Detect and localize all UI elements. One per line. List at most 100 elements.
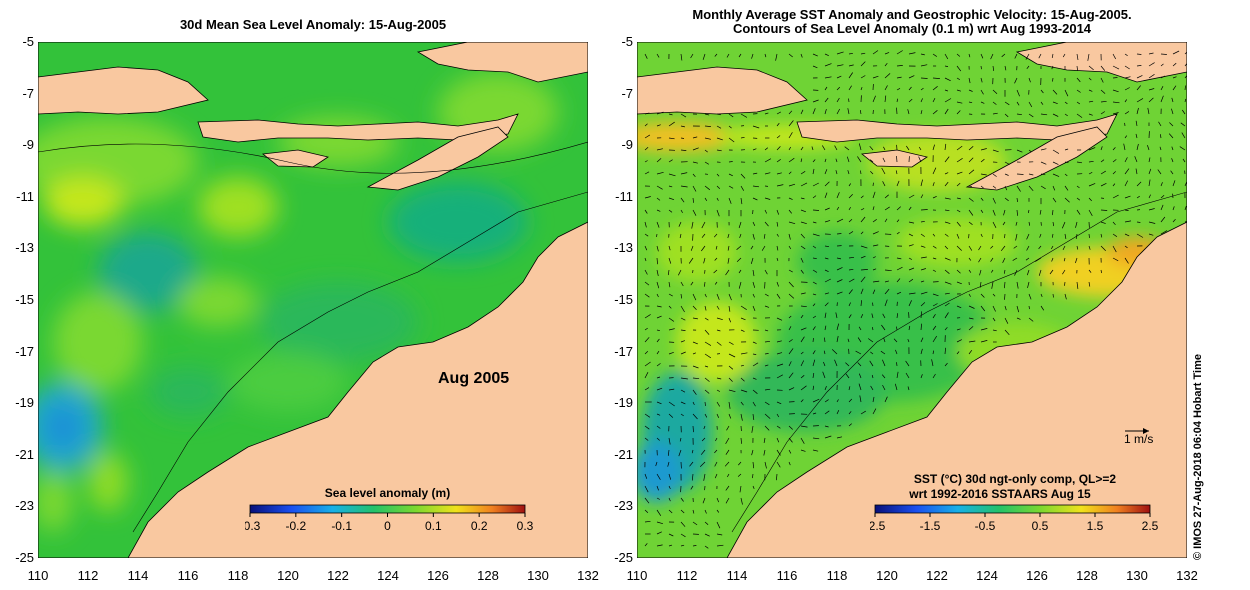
lesser-sunda-islands <box>796 113 1118 143</box>
velocity-vector <box>764 209 768 214</box>
velocity-vector <box>692 209 697 216</box>
lat-tick-label: -15 <box>614 292 633 307</box>
velocity-vector <box>836 75 842 79</box>
velocity-vector <box>968 185 973 188</box>
velocity-vector <box>725 485 730 491</box>
velocity-vector <box>1158 121 1162 127</box>
velocity-vector <box>776 363 784 367</box>
velocity-vector <box>944 281 952 285</box>
velocity-vector <box>944 269 950 274</box>
velocity-vector <box>894 383 898 391</box>
velocity-vector <box>680 172 688 175</box>
velocity-vector <box>872 231 879 235</box>
velocity-vector <box>920 256 927 259</box>
velocity-vector <box>800 305 807 308</box>
velocity-vector <box>1027 209 1030 214</box>
velocity-vector <box>896 219 900 223</box>
velocity-vector <box>764 172 771 175</box>
velocity-vector <box>704 377 710 382</box>
velocity-vector <box>714 449 718 454</box>
velocity-vector <box>752 125 760 129</box>
velocity-vector <box>728 401 731 409</box>
velocity-vector <box>692 197 694 203</box>
velocity-vector <box>1112 257 1119 262</box>
velocity-vector <box>680 329 686 331</box>
velocity-vector <box>848 98 850 103</box>
velocity-vector <box>968 269 972 273</box>
velocity-vector <box>884 269 892 272</box>
left-sea-level-map <box>38 42 588 558</box>
velocity-vector <box>800 314 804 319</box>
velocity-vector <box>656 257 658 265</box>
velocity-vector <box>1028 149 1032 153</box>
velocity-vector <box>1016 317 1021 320</box>
velocity-vector <box>763 437 766 443</box>
left-colorbar-ticks: -0.3 -0.2 -0.1 0 0.1 0.2 0.3 <box>245 513 534 533</box>
colorbar-tick-label: -0.3 <box>245 519 261 533</box>
velocity-vector <box>920 268 927 271</box>
velocity-vector <box>812 53 818 57</box>
velocity-vector <box>703 257 706 264</box>
velocity-vector <box>656 413 661 416</box>
velocity-vector <box>680 413 684 417</box>
velocity-vector <box>644 543 648 547</box>
velocity-vector <box>1157 169 1162 175</box>
right-colorbar-title-line2: wrt 1992-2016 SSTAARS Aug 15 <box>909 487 1091 501</box>
velocity-vector <box>668 121 675 127</box>
velocity-vector <box>920 87 924 91</box>
colorbar-tick-label: -0.5 <box>975 519 996 533</box>
velocity-vector <box>716 544 724 547</box>
velocity-vector <box>1136 181 1142 187</box>
velocity-vector <box>715 245 718 250</box>
velocity-vector <box>944 181 949 187</box>
velocity-vector <box>668 209 673 213</box>
velocity-vector <box>824 269 829 273</box>
velocity-vector <box>870 385 874 391</box>
velocity-vector <box>872 244 879 247</box>
velocity-vector <box>667 449 670 456</box>
velocity-vector <box>1076 197 1081 201</box>
velocity-vector <box>728 341 734 345</box>
velocity-vector <box>764 269 768 275</box>
velocity-vector <box>692 147 699 151</box>
velocity-vector <box>956 110 961 115</box>
velocity-vector <box>800 221 807 225</box>
velocity-vector <box>1075 221 1078 228</box>
velocity-vector <box>836 279 843 283</box>
velocity-vector <box>824 192 828 199</box>
velocity-vector <box>704 341 712 346</box>
velocity-vector <box>908 244 914 247</box>
velocity-vector <box>992 209 996 216</box>
shelf-contour <box>132 191 588 533</box>
velocity-vector <box>860 313 864 319</box>
velocity-vector <box>978 257 982 263</box>
velocity-vector <box>920 348 923 355</box>
velocity-vector <box>1100 170 1106 175</box>
velocity-vector <box>764 147 769 151</box>
velocity-vector <box>752 461 755 469</box>
velocity-vector <box>680 377 688 380</box>
velocity-vector <box>1148 194 1151 199</box>
velocity-vector <box>848 268 854 271</box>
velocity-vector <box>1136 65 1142 67</box>
velocity-vector <box>764 197 771 200</box>
velocity-vector <box>752 233 755 240</box>
velocity-vector <box>956 182 961 187</box>
velocity-vector <box>1088 89 1093 92</box>
velocity-vector <box>680 317 686 321</box>
velocity-vector <box>1052 77 1054 82</box>
velocity-vector <box>728 173 733 177</box>
velocity-vector <box>980 328 988 331</box>
velocity-vector <box>1160 95 1164 103</box>
velocity-vector <box>1124 257 1129 264</box>
australia-land <box>726 221 1187 558</box>
velocity-vector <box>690 245 694 251</box>
velocity-vector <box>656 473 661 480</box>
velocity-vector <box>656 171 664 175</box>
velocity-vector <box>690 281 694 286</box>
velocity-vector <box>644 473 648 479</box>
velocity-vector <box>906 145 910 151</box>
colorbar-tick-label: -0.1 <box>331 519 352 533</box>
velocity-vector <box>884 52 890 55</box>
velocity-vector <box>1160 194 1165 199</box>
